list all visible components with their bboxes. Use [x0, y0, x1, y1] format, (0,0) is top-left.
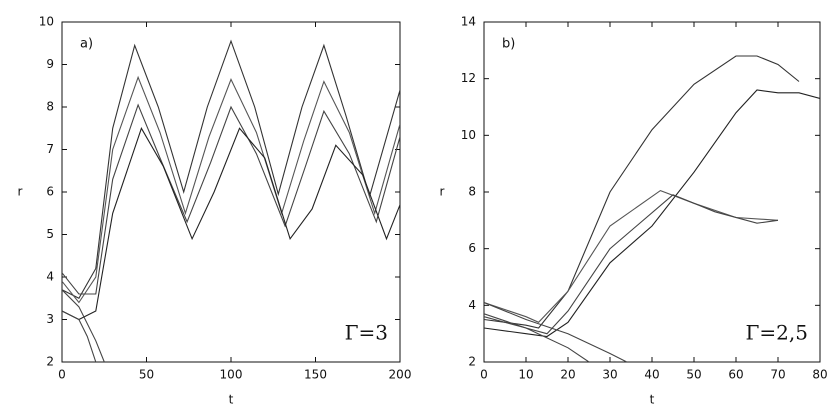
y-tick-label: 4 [468, 298, 476, 312]
x-tick-label: 10 [518, 368, 533, 382]
y-tick-label: 6 [468, 241, 476, 255]
lines [484, 55, 820, 362]
panel-label: b) [502, 37, 515, 52]
x-tick-label: 200 [389, 368, 412, 382]
panel-label: a) [80, 37, 93, 52]
x-axis-label: t [650, 393, 655, 407]
x-axis-label: t [229, 393, 234, 407]
series-line [484, 301, 628, 362]
y-tick-label: 8 [46, 100, 54, 114]
series-line [484, 55, 800, 329]
parameter-label: Γ=2,5 [746, 321, 808, 345]
lines [62, 39, 400, 362]
y-axis-label: r [18, 185, 23, 199]
series-line [62, 75, 400, 304]
series-line [62, 103, 400, 295]
y-tick-label: 2 [468, 355, 476, 369]
x-tick-label: 80 [812, 368, 827, 382]
y-tick-label: 6 [46, 185, 54, 199]
y-tick-label: 3 [46, 312, 54, 326]
series-line [62, 39, 400, 300]
x-tick-label: 70 [770, 368, 785, 382]
x-tick-label: 20 [560, 368, 575, 382]
y-tick-label: 4 [46, 270, 54, 284]
y-tick-label: 5 [46, 227, 54, 241]
x-tick-label: 150 [304, 368, 327, 382]
x-tick-label: 60 [728, 368, 743, 382]
parameter-label: Γ=3 [345, 321, 388, 345]
y-tick-label: 14 [461, 15, 476, 29]
y-tick-label: 12 [461, 71, 476, 85]
y-tick-label: 10 [461, 128, 476, 142]
plot-frame [483, 21, 821, 363]
x-tick-label: 50 [139, 368, 154, 382]
y-tick-label: 10 [39, 15, 54, 29]
y-tick-label: 9 [46, 57, 54, 71]
y-axis-label: r [440, 185, 445, 199]
series-line [62, 289, 105, 362]
series-line [484, 316, 590, 362]
series-line [484, 189, 779, 323]
x-tick-label: 100 [220, 368, 243, 382]
y-tick-label: 8 [468, 185, 476, 199]
x-tick-label: 0 [480, 368, 488, 382]
y-tick-label: 7 [46, 142, 54, 156]
series-line [62, 126, 400, 321]
x-tick-label: 0 [58, 368, 66, 382]
x-tick-label: 50 [686, 368, 701, 382]
series-line [62, 310, 97, 362]
x-tick-label: 30 [602, 368, 617, 382]
plot-frame [61, 21, 401, 363]
x-tick-label: 40 [644, 368, 659, 382]
y-tick-label: 2 [46, 355, 54, 369]
series-line [484, 194, 779, 335]
